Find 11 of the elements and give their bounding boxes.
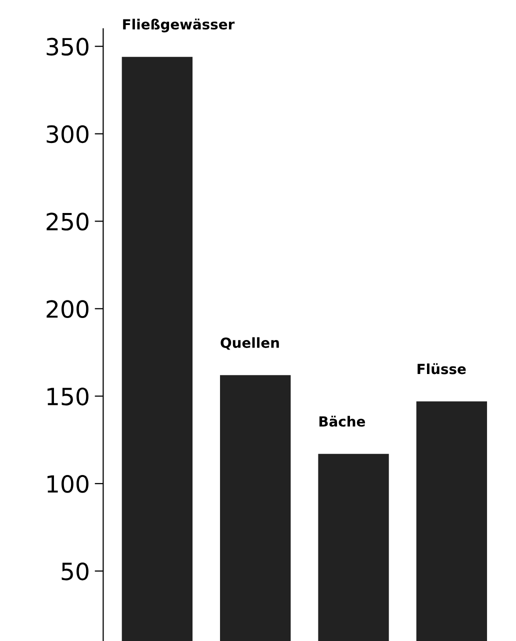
x-tick-label: Quellen (220, 337, 279, 350)
y-tick-label: 50 (62, 562, 88, 580)
x-tick-label: Bäche (319, 416, 366, 427)
y-tick-label: 100 (48, 475, 88, 493)
y-tick-label: 150 (48, 388, 88, 406)
x-tick-label: Fließgewässer (123, 18, 235, 32)
x-tick-label: Flüsse (418, 363, 466, 374)
y-tick-label: 200 (46, 300, 88, 318)
y-tick-label: 250 (46, 212, 88, 231)
y-tick-label: 350 (46, 38, 88, 56)
y-tick-label: 300 (46, 125, 88, 144)
